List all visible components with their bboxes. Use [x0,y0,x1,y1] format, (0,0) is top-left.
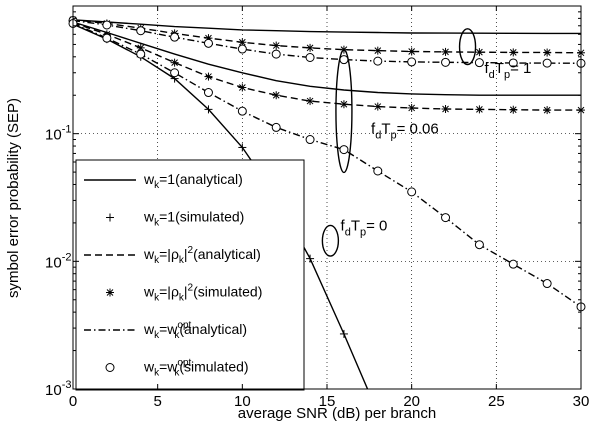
axes: 0 5 10 15 20 25 30 10-3 10-2 10-1 [45,5,590,410]
legend-entry: wk=wopt k(simulated) [143,358,249,379]
circle-marker [474,240,484,250]
plus-marker [106,213,114,222]
asterisk-marker [373,46,382,55]
asterisk-marker [106,288,114,297]
annotation-ellipse-fdtp-1 [458,28,477,66]
x-tick-label: 30 [573,393,590,410]
legend-entry: wk=|ρk|2(simulated) [143,283,262,304]
circle-marker [237,106,247,116]
circle-marker [339,145,349,155]
y-axis-label: symbol error probability (SEP) [5,98,22,298]
asterisk-marker [339,100,348,109]
legend-entry: wk=wopt k(analytical) [143,320,247,341]
y-tick-label: 10-1 [45,124,71,144]
circle-marker [203,38,213,48]
asterisk-marker [272,41,281,50]
y-tick-label: 10-3 [45,379,71,399]
plus-marker [238,143,247,152]
circle-marker [105,363,115,372]
series-line-opt [73,19,581,64]
plus-marker [306,254,315,263]
x-tick-label: 25 [488,393,505,410]
circle-marker [102,33,112,43]
asterisk-marker [306,43,315,52]
circle-marker [339,55,349,65]
circle-marker [203,88,213,98]
x-axis-label: average SNR (dB) per branch [238,405,436,422]
series-line-rho [73,19,581,54]
circle-marker [237,44,247,54]
asterisk-marker [272,91,281,100]
series-line-wk1 [73,19,581,35]
circle-marker [271,49,281,59]
asterisk-marker [475,105,484,114]
legend-entry: wk=1(analytical) [143,171,243,191]
x-tick-label: 15 [319,393,336,410]
series-line-rho [73,22,581,111]
annotation-label-fdtp-1: fdTp= 1 [484,60,531,81]
circle-marker [508,58,518,68]
circle-marker [170,68,180,78]
circle-marker [407,187,417,197]
asterisk-marker [509,48,518,57]
series-line-wk1 [73,21,581,96]
circle-marker [407,57,417,67]
annotation-ellipse-fdtp-0 [321,224,340,257]
asterisk-marker [407,47,416,56]
circle-marker [271,122,281,132]
circle-marker [136,26,146,36]
circle-marker [136,49,146,59]
asterisk-marker [441,47,450,56]
annotations: fdTp= 1 fdTp= 0.06 fdTp= 0 [321,28,531,257]
circle-marker [373,166,383,176]
circle-marker [542,279,552,289]
circle-marker [441,213,451,223]
circle-marker [441,57,451,67]
asterisk-marker [238,83,247,92]
legend-entry: wk=|ρk|2(analytical) [143,245,261,266]
asterisk-marker [407,103,416,112]
asterisk-marker [441,105,450,114]
x-tick-label: 20 [403,393,420,410]
x-tick-label: 5 [153,393,161,410]
asterisk-marker [475,48,484,57]
asterisk-marker [170,58,179,67]
asterisk-marker [306,97,315,106]
circle-marker [305,53,315,63]
circle-marker [305,135,315,145]
circle-marker [542,58,552,68]
asterisk-marker [204,72,213,81]
legend-entry: wk=1(simulated) [143,209,244,229]
annotation-ellipse-fdtp-006 [335,49,353,174]
asterisk-marker [509,105,518,114]
legend-box [75,159,305,391]
circle-marker [102,20,112,30]
y-tick-label: 10-2 [45,251,71,271]
annotation-label-fdtp-006: fdTp= 0.06 [371,121,439,142]
legend: wk=1(analytical) wk=1(simulated) wk=|ρk|2(… [75,159,305,391]
series-line-opt [73,22,581,308]
x-tick-label: 0 [69,393,77,410]
asterisk-marker [543,48,552,57]
asterisk-marker [373,102,382,111]
plus-marker [204,105,213,114]
series-curves [73,19,581,389]
circle-marker [373,56,383,66]
plus-marker [339,329,348,338]
circle-marker [474,58,484,68]
circle-marker [508,259,518,269]
x-tick-label: 10 [234,393,251,410]
asterisk-marker [543,106,552,115]
annotation-label-fdtp-0: fdTp= 0 [341,217,388,238]
circle-marker [170,32,180,42]
series-markers [68,15,586,338]
